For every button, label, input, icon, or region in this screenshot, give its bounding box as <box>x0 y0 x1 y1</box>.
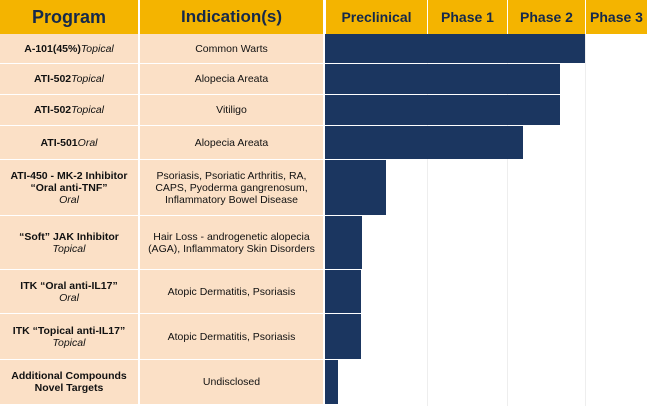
program-name: Novel Targets <box>35 382 104 394</box>
progress-bar <box>325 216 362 269</box>
program-route: Topical <box>80 42 114 55</box>
program-name-text: Additional Compounds <box>11 370 127 382</box>
indication-cell: Alopecia Areata <box>140 64 323 94</box>
program-name-text: ATI-501 <box>40 136 78 149</box>
program-route: Topical <box>52 336 86 349</box>
program-name-text: A-101(45%) <box>24 42 81 55</box>
progress-bar <box>325 95 561 125</box>
program-name: ATI-502Topical <box>34 104 104 116</box>
program-name-text: “Oral anti-TNF” <box>30 181 108 194</box>
program-route: Oral <box>59 291 79 304</box>
program-name: ITK “Topical anti-IL17” <box>13 325 125 337</box>
program-name-text: ITK “Oral anti-IL17” <box>20 279 118 292</box>
program-name-text: ATI-502 <box>33 73 72 85</box>
program-cell: ATI-450 - MK-2 Inhibitor “Oral anti-TNF” O… <box>0 160 138 215</box>
indication-cell: Undisclosed <box>140 360 323 404</box>
program-name: Additional Compounds <box>11 370 127 382</box>
progress-bar <box>325 34 585 63</box>
program-name-text: “Soft” JAK Inhibitor <box>19 230 119 243</box>
program-cell: ATI-502Topical <box>0 95 138 125</box>
progress-bar <box>325 64 561 94</box>
program-cell: ITK “Oral anti-IL17” Oral <box>0 270 138 313</box>
program-route: Oral <box>59 193 79 206</box>
progress-bar <box>325 360 339 404</box>
indication-cell: Hair Loss - androgenetic alopecia (AGA),… <box>140 216 323 269</box>
progress-bar <box>325 314 361 359</box>
progress-bar <box>325 270 361 313</box>
program-name-text: ATI-502 <box>33 104 72 116</box>
header-indication: Indication(s) <box>140 0 323 34</box>
program-name: ITK “Oral anti-IL17” <box>20 280 117 292</box>
program-cell: Additional Compounds Novel Targets <box>0 360 138 404</box>
phase-header-phase-3: Phase 3 <box>585 0 647 34</box>
indication-cell: Common Warts <box>140 34 323 63</box>
phase-gridline <box>507 34 508 406</box>
progress-bar <box>325 126 523 159</box>
program-cell: “Soft” JAK Inhibitor Topical <box>0 216 138 269</box>
program-route: Oral <box>77 136 98 149</box>
header-program: Program <box>0 0 138 34</box>
indication-cell: Alopecia Areata <box>140 126 323 159</box>
phase-header-preclinical: Preclinical <box>325 0 427 34</box>
phase-gridline <box>585 34 586 406</box>
program-name: “Oral anti-TNF” <box>30 182 107 194</box>
program-cell: ATI-501Oral <box>0 126 138 159</box>
program-name-text: ATI-450 - MK-2 Inhibitor <box>10 169 128 182</box>
program-name: A-101(45%)Topical <box>24 43 114 55</box>
program-name: ATI-450 - MK-2 Inhibitor <box>10 170 127 182</box>
program-cell: ITK “Topical anti-IL17” Topical <box>0 314 138 359</box>
indication-cell: Atopic Dermatitis, Psoriasis <box>140 270 323 313</box>
indication-cell: Psoriasis, Psoriatic Arthritis, RA, CAPS… <box>140 160 323 215</box>
program-name: ATI-501Oral <box>41 137 98 149</box>
phase-gridline <box>427 34 428 406</box>
program-cell: A-101(45%)Topical <box>0 34 138 63</box>
program-route: Topical <box>71 104 105 116</box>
program-route: Topical <box>71 73 105 85</box>
program-name-text: Novel Targets <box>34 382 104 394</box>
program-name-text: ITK “Topical anti-IL17” <box>12 324 126 337</box>
indication-cell: Atopic Dermatitis, Psoriasis <box>140 314 323 359</box>
program-name: ATI-502Topical <box>34 73 104 85</box>
program-route: Topical <box>52 242 86 255</box>
phase-header-phase-2: Phase 2 <box>507 0 585 34</box>
phase-header-phase-1: Phase 1 <box>427 0 507 34</box>
program-name: “Soft” JAK Inhibitor <box>19 231 119 243</box>
indication-cell: Vitiligo <box>140 95 323 125</box>
progress-bar <box>325 160 387 215</box>
program-cell: ATI-502Topical <box>0 64 138 94</box>
